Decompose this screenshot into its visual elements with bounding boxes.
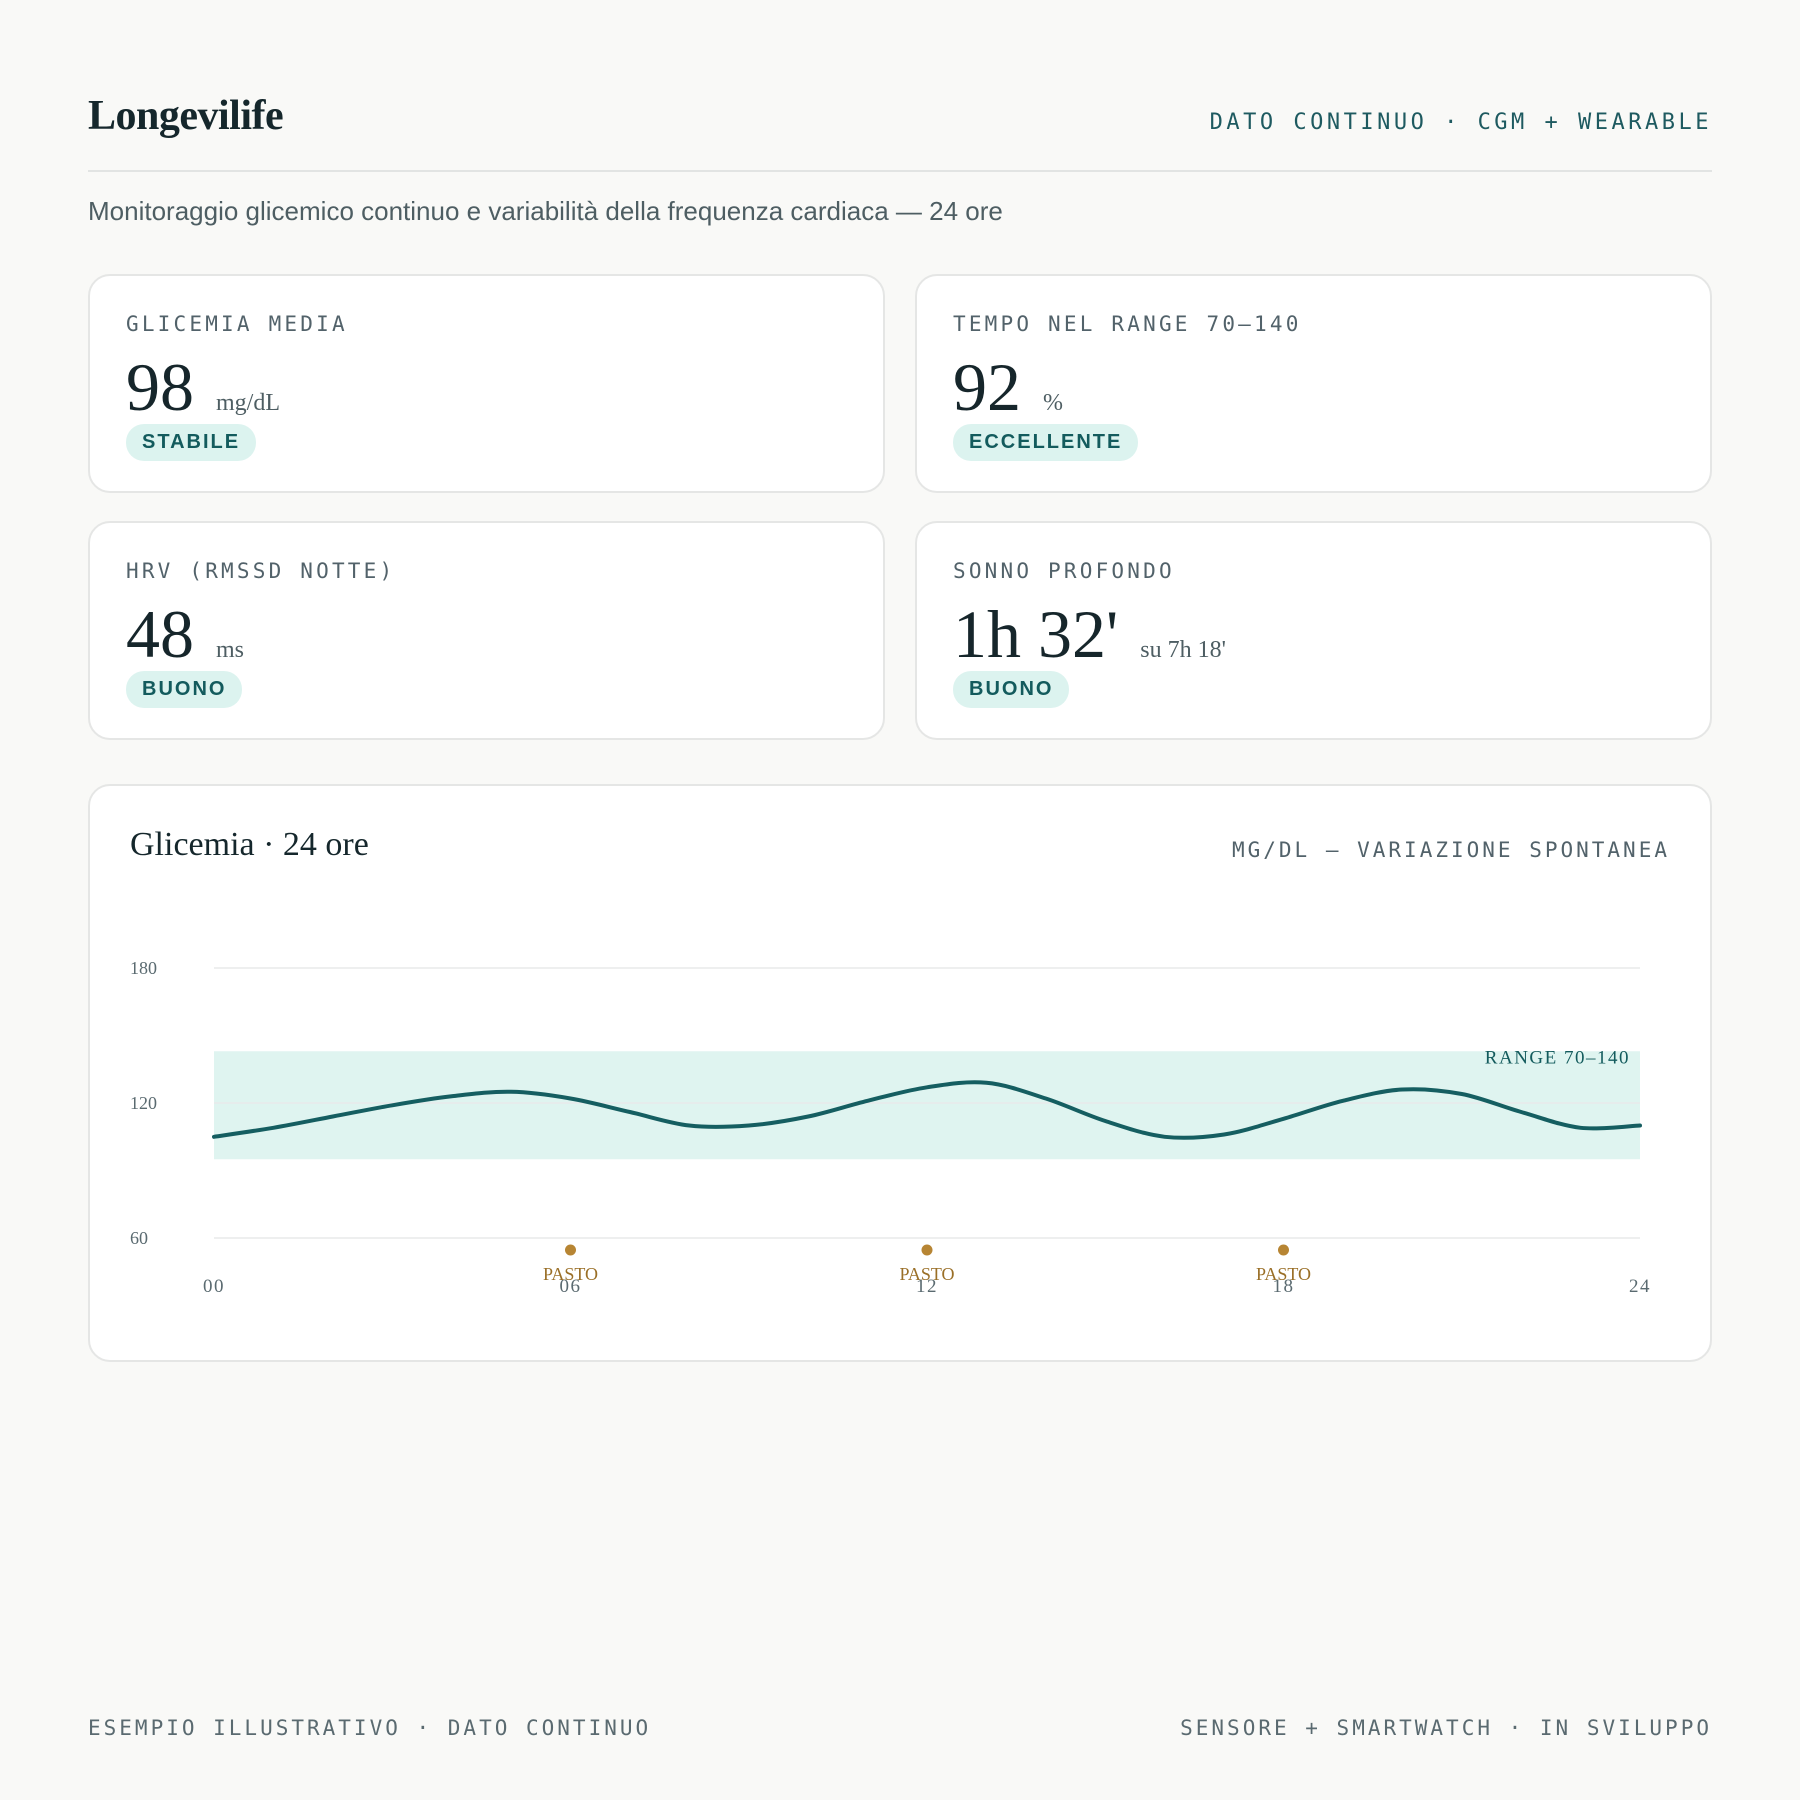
kpi-label: SONNO PROFONDO bbox=[953, 559, 1175, 583]
y-tick-label: 60 bbox=[130, 1228, 148, 1248]
kpi-value: 48 bbox=[126, 596, 194, 672]
meal-marker-label: PASTO bbox=[899, 1264, 954, 1284]
glucose-chart-card: Glicemia · 24 ore MG/DL — VARIAZIONE SPO… bbox=[88, 784, 1712, 1362]
kpi-unit: ms bbox=[216, 637, 245, 663]
meal-marker-dot bbox=[565, 1244, 576, 1256]
y-tick-label: 120 bbox=[130, 1093, 157, 1113]
kpi-unit: mg/dL bbox=[216, 390, 280, 416]
meal-marker-dot bbox=[921, 1244, 933, 1256]
header-tag: DATO CONTINUO · CGM + WEARABLE bbox=[1209, 110, 1712, 135]
kpi-unit: % bbox=[1043, 390, 1063, 416]
glucose-series-line bbox=[212, 1080, 1642, 1140]
x-tick-label: 06 bbox=[560, 1276, 582, 1297]
kpi-value-row: 98 mg/dL bbox=[126, 348, 280, 427]
meal-marker-label: PASTO bbox=[1256, 1264, 1311, 1284]
status-badge: BUONO bbox=[953, 671, 1070, 708]
y-tick-label: 180 bbox=[130, 958, 157, 978]
footer-left: ESEMPIO ILLUSTRATIVO · DATO CONTINUO bbox=[88, 1716, 652, 1740]
kpi-label: TEMPO NEL RANGE 70–140 bbox=[953, 312, 1302, 336]
range-band bbox=[214, 1051, 1640, 1160]
range-band-label: RANGE 70–140 bbox=[1485, 1047, 1630, 1068]
kpi-card-glicemia-media: GLICEMIA MEDIA 98 mg/dL STABILE bbox=[88, 274, 885, 493]
brand-logo: Longevilife bbox=[88, 93, 284, 139]
status-badge: BUONO bbox=[126, 671, 243, 708]
kpi-value-row: 48 ms bbox=[126, 595, 244, 674]
kpi-value: 92 bbox=[953, 349, 1021, 425]
kpi-label: GLICEMIA MEDIA bbox=[126, 312, 348, 336]
kpi-value: 98 bbox=[126, 349, 194, 425]
kpi-card-tempo-nel-range: TEMPO NEL RANGE 70–140 92 % ECCELLENTE bbox=[915, 274, 1712, 493]
footer-right: SENSORE + SMARTWATCH · IN SVILUPPO bbox=[1180, 1716, 1712, 1740]
kpi-value: 1h 32' bbox=[953, 596, 1119, 672]
kpi-card-hrv: HRV (RMSSD NOTTE) 48 ms BUONO bbox=[88, 521, 885, 740]
meal-marker-label: PASTO bbox=[543, 1264, 598, 1284]
chart-title: Glicemia · 24 ore bbox=[130, 826, 369, 863]
x-tick-label: 18 bbox=[1273, 1276, 1295, 1297]
chart-subtitle: MG/DL — VARIAZIONE SPONTANEA bbox=[1231, 838, 1670, 862]
meal-marker-dot bbox=[1278, 1244, 1289, 1256]
kpi-card-sonno-profondo: SONNO PROFONDO 1h 32' su 7h 18' BUONO bbox=[915, 521, 1712, 740]
x-tick-label: 00 bbox=[203, 1276, 225, 1297]
kpi-value-row: 1h 32' su 7h 18' bbox=[953, 595, 1226, 674]
glucose-line-chart: 180 120 60 RANGE 70–140 00 06 12 18 24 PASTO PASTO… bbox=[130, 958, 1651, 1297]
page-header: Longevilife DATO CONTINUO · CGM + WEARAB… bbox=[88, 92, 1712, 172]
page-subtitle: Monitoraggio glicemico continuo e variab… bbox=[88, 196, 1003, 226]
kpi-unit: su 7h 18' bbox=[1140, 637, 1226, 663]
kpi-label: HRV (RMSSD NOTTE) bbox=[126, 559, 396, 583]
x-tick-label: 24 bbox=[1629, 1276, 1651, 1297]
status-badge: STABILE bbox=[126, 424, 257, 461]
x-tick-label: 12 bbox=[916, 1276, 938, 1297]
kpi-value-row: 92 % bbox=[953, 348, 1063, 427]
status-badge: ECCELLENTE bbox=[953, 424, 1139, 461]
